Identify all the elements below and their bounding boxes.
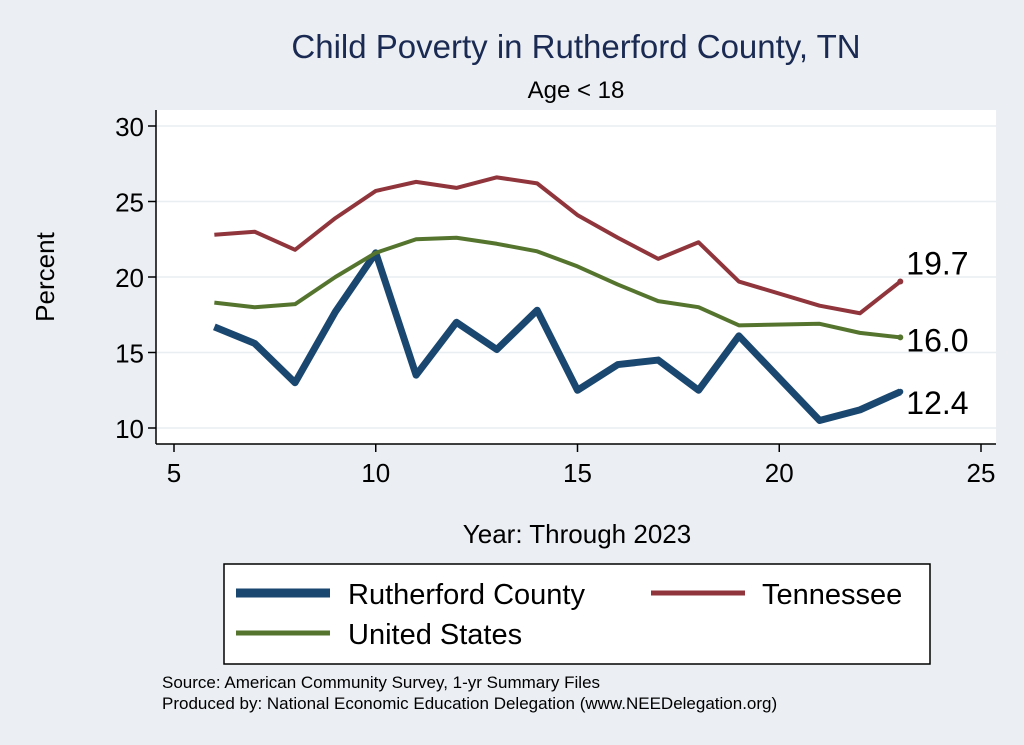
end-label-tennessee: 19.7 — [906, 246, 968, 282]
y-tick-label-15: 15 — [115, 339, 144, 369]
end-label-united-states: 16.0 — [906, 322, 968, 358]
x-tick-label-10: 10 — [361, 458, 390, 488]
series-endpoint-united-states — [897, 334, 904, 341]
x-tick-label-20: 20 — [765, 458, 794, 488]
y-tick-label-25: 25 — [115, 188, 144, 218]
y-axis-label: Percent — [30, 231, 60, 321]
series-line-rutherford-county — [213, 249, 902, 424]
source-note: Source: American Community Survey, 1-yr … — [162, 673, 600, 692]
y-tick-label-10: 10 — [115, 414, 144, 444]
legend: Rutherford County Tennessee United State… — [223, 563, 931, 665]
x-tick-label-5: 5 — [167, 458, 181, 488]
legend-label-tennessee: Tennessee — [762, 579, 902, 611]
end-labels: 12.4 19.7 16.0 — [906, 246, 968, 421]
legend-box — [223, 563, 931, 665]
series-group — [213, 175, 904, 424]
x-axis-ticks: 5 10 15 20 25 — [167, 444, 996, 488]
legend-label-rutherford: Rutherford County — [348, 579, 585, 611]
x-tick-label-15: 15 — [563, 458, 592, 488]
x-axis-label: Year: Through 2023 — [463, 519, 691, 549]
chart-subtitle: Age < 18 — [528, 77, 625, 104]
legend-label-united-states: United States — [348, 619, 522, 651]
y-tick-label-20: 20 — [115, 263, 144, 293]
x-tick-label-25: 25 — [967, 458, 996, 488]
y-axis-ticks: 10 15 20 25 30 — [115, 112, 156, 444]
end-label-rutherford-county: 12.4 — [906, 385, 968, 421]
series-line-tennessee — [214, 175, 902, 316]
series-line-united-states — [214, 235, 901, 340]
chart-title: Child Poverty in Rutherford County, TN — [291, 28, 860, 65]
y-tick-label-30: 30 — [115, 112, 144, 142]
producer-note: Produced by: National Economic Education… — [162, 694, 777, 713]
series-endpoint-rutherford-county — [897, 388, 904, 395]
gridlines — [156, 125, 996, 429]
series-endpoint-tennessee — [897, 278, 904, 285]
